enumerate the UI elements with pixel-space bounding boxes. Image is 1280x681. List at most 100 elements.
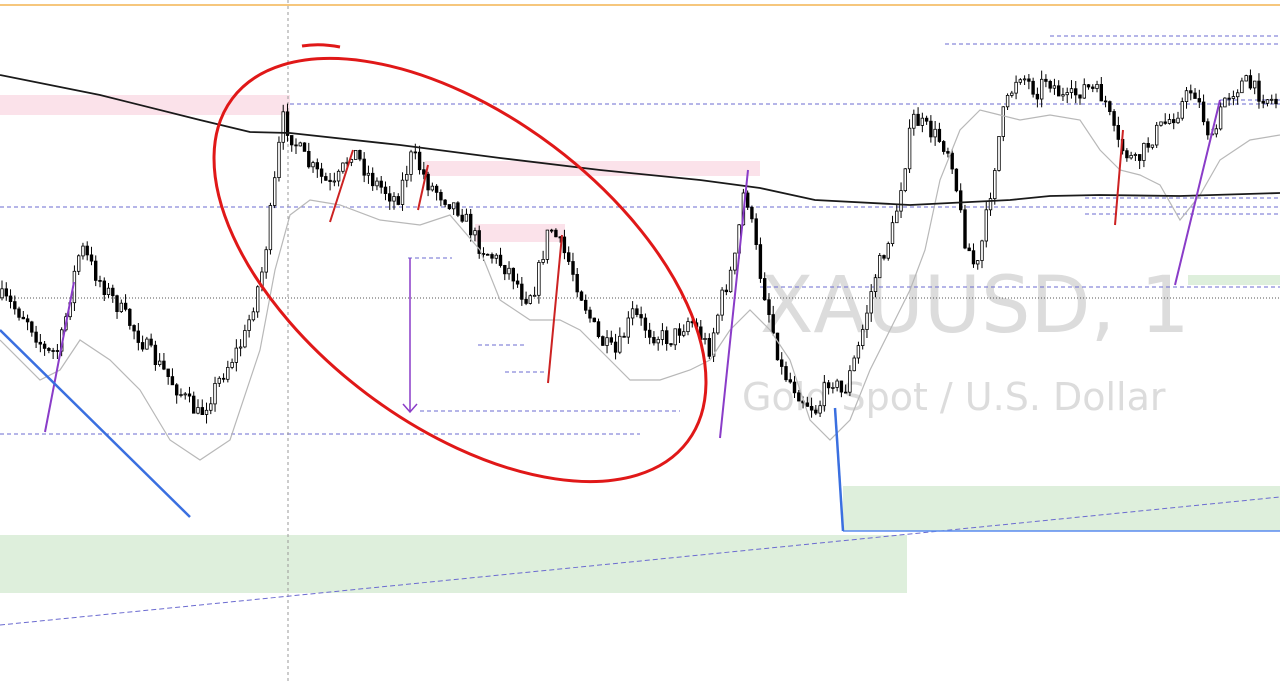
- candle[interactable]: [1240, 80, 1244, 94]
- candle[interactable]: [997, 135, 1001, 171]
- candle[interactable]: [490, 254, 494, 259]
- candle[interactable]: [277, 141, 281, 179]
- candle[interactable]: [720, 289, 724, 316]
- candle[interactable]: [920, 117, 924, 126]
- candle[interactable]: [1150, 144, 1155, 148]
- candle[interactable]: [8, 295, 13, 302]
- candle[interactable]: [366, 172, 371, 176]
- candle[interactable]: [511, 267, 515, 282]
- candle[interactable]: [145, 338, 149, 350]
- candle[interactable]: [1167, 119, 1172, 124]
- candle[interactable]: [673, 328, 677, 346]
- candle[interactable]: [1214, 128, 1218, 135]
- candle[interactable]: [771, 314, 775, 334]
- candle[interactable]: [387, 193, 392, 202]
- candle[interactable]: [255, 286, 260, 313]
- candle[interactable]: [1227, 97, 1231, 100]
- trend-line-dashed[interactable]: [0, 496, 1280, 626]
- candle[interactable]: [754, 218, 758, 246]
- candle[interactable]: [311, 162, 315, 168]
- candle[interactable]: [822, 382, 826, 407]
- candle[interactable]: [1253, 80, 1257, 89]
- candle[interactable]: [153, 344, 158, 366]
- impulse-leg[interactable]: [44, 281, 75, 433]
- candle[interactable]: [963, 209, 967, 249]
- candle[interactable]: [1223, 97, 1227, 108]
- demand-zone[interactable]: [0, 535, 907, 593]
- candle[interactable]: [1061, 94, 1065, 97]
- impulse-leg[interactable]: [1114, 129, 1124, 226]
- demand-zone[interactable]: [1188, 275, 1280, 285]
- candle[interactable]: [1108, 101, 1112, 112]
- trend-line[interactable]: [0, 329, 191, 518]
- candle[interactable]: [1005, 95, 1010, 108]
- candle[interactable]: [268, 205, 273, 251]
- candle[interactable]: [643, 317, 648, 331]
- candle[interactable]: [264, 249, 268, 273]
- candle[interactable]: [1112, 111, 1116, 126]
- candle[interactable]: [315, 162, 319, 170]
- candle[interactable]: [775, 332, 780, 361]
- candle[interactable]: [1095, 84, 1099, 89]
- candle[interactable]: [1074, 88, 1078, 96]
- candle[interactable]: [400, 179, 405, 205]
- candle[interactable]: [520, 283, 524, 300]
- candle[interactable]: [481, 253, 486, 255]
- candle[interactable]: [413, 151, 417, 154]
- candle[interactable]: [912, 113, 916, 129]
- candle[interactable]: [635, 308, 639, 315]
- candle[interactable]: [601, 336, 605, 346]
- candle[interactable]: [980, 240, 984, 261]
- candle[interactable]: [191, 395, 196, 414]
- candle[interactable]: [942, 141, 946, 152]
- candle[interactable]: [503, 264, 507, 275]
- candle[interactable]: [839, 380, 844, 393]
- candle[interactable]: [247, 319, 251, 331]
- candle[interactable]: [878, 255, 882, 279]
- candle[interactable]: [984, 209, 988, 242]
- candle[interactable]: [567, 252, 571, 262]
- candle[interactable]: [626, 317, 630, 338]
- candle[interactable]: [213, 382, 217, 405]
- candle[interactable]: [226, 366, 230, 380]
- candle[interactable]: [294, 144, 298, 147]
- candle[interactable]: [831, 386, 835, 389]
- candle[interactable]: [1248, 75, 1253, 89]
- candle[interactable]: [1201, 101, 1206, 123]
- candle[interactable]: [856, 345, 861, 359]
- candle[interactable]: [162, 360, 166, 370]
- candle[interactable]: [763, 278, 767, 301]
- measure-tool[interactable]: [402, 258, 418, 414]
- candle[interactable]: [648, 329, 652, 338]
- candle[interactable]: [47, 347, 51, 351]
- candle[interactable]: [971, 250, 976, 265]
- candle[interactable]: [805, 402, 809, 407]
- candle[interactable]: [814, 409, 818, 414]
- candle[interactable]: [498, 254, 503, 266]
- candle[interactable]: [336, 170, 341, 182]
- candle[interactable]: [1155, 124, 1159, 146]
- candle[interactable]: [234, 347, 238, 363]
- candle[interactable]: [1270, 98, 1274, 101]
- candle[interactable]: [166, 368, 170, 377]
- candle[interactable]: [426, 173, 430, 191]
- candle[interactable]: [988, 198, 993, 211]
- candle[interactable]: [622, 335, 626, 338]
- candle[interactable]: [750, 206, 754, 220]
- candle[interactable]: [285, 111, 290, 136]
- candle[interactable]: [1010, 92, 1014, 96]
- candle[interactable]: [515, 280, 520, 285]
- candle[interactable]: [21, 316, 25, 320]
- candle[interactable]: [1116, 125, 1120, 140]
- candle[interactable]: [869, 291, 873, 314]
- candle[interactable]: [302, 142, 307, 152]
- candle[interactable]: [38, 341, 42, 345]
- candle[interactable]: [324, 176, 328, 181]
- candle[interactable]: [443, 199, 447, 205]
- candle[interactable]: [111, 287, 115, 297]
- candle[interactable]: [1244, 75, 1248, 82]
- candle[interactable]: [588, 309, 592, 319]
- candle[interactable]: [865, 312, 869, 330]
- candle[interactable]: [307, 150, 311, 168]
- candle[interactable]: [592, 317, 596, 323]
